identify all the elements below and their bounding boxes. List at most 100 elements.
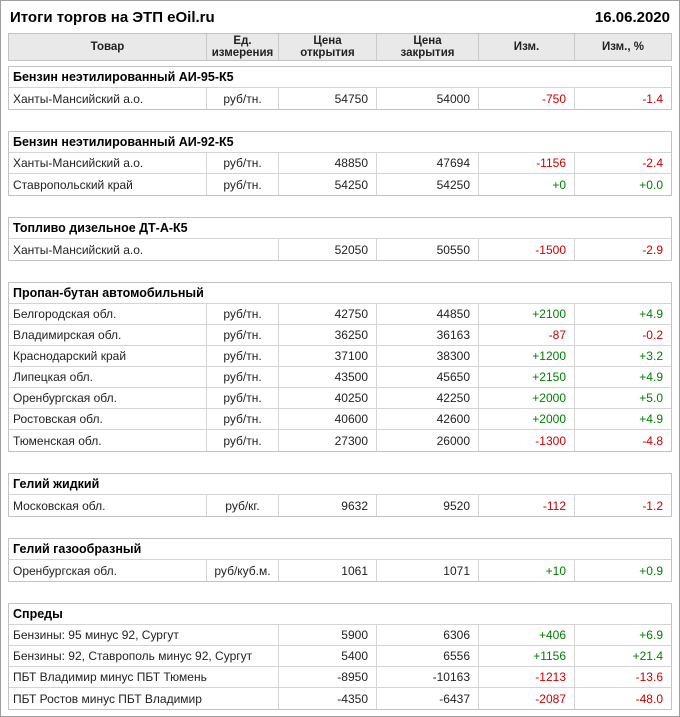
cell-open-price: 54250: [279, 174, 377, 195]
product-section: Пропан-бутан автомобильный Белгородская …: [8, 282, 672, 452]
product-section: Топливо дизельное ДТ-А-К5 Ханты-Мансийск…: [8, 217, 672, 261]
table-row: Ростовская обл. руб/тн. 40600 42600 +200…: [9, 409, 671, 430]
cell-open-price: 27300: [279, 430, 377, 451]
title-bar: Итоги торгов на ЭТП eOil.ru 16.06.2020: [8, 1, 672, 33]
cell-change-pct: +4.9: [639, 307, 663, 321]
cell-open-price: 37100: [279, 346, 377, 366]
product-section: Бензин неэтилированный АИ-95-К5 Ханты-Ма…: [8, 66, 672, 110]
cell-change-pct: +0.9: [639, 563, 663, 578]
cell-unit: руб/тн.: [207, 88, 279, 109]
table-row: Бензины: 92, Ставрополь минус 92, Сургут…: [9, 646, 671, 667]
table-row: Владимирская обл. руб/тн. 36250 36163 -8…: [9, 325, 671, 346]
cell-close-price: 1071: [377, 560, 479, 581]
cell-unit: руб/тн.: [207, 304, 279, 324]
cell-close-price: 42250: [377, 388, 479, 408]
cell-unit: руб/тн.: [207, 367, 279, 387]
cell-change: +2000: [479, 388, 575, 408]
cell-change-pct: +6.9: [639, 628, 663, 642]
section-title: Спреды: [9, 604, 671, 625]
cell-open-price: 42750: [279, 304, 377, 324]
section-rows: Бензины: 95 минус 92, Сургут 5900 6306 +…: [9, 625, 671, 709]
cell-close-price: 54250: [377, 174, 479, 195]
header-cell-open-price: Цена открытия: [279, 34, 377, 60]
cell-product: Московская обл.: [9, 495, 207, 516]
cell-product: Бензины: 92, Ставрополь минус 92, Сургут: [9, 646, 279, 666]
cell-open-price: 1061: [279, 560, 377, 581]
header-cell-unit: Ед. измерения: [207, 34, 279, 60]
cell-change-pct: +21.4: [632, 649, 663, 663]
cell-product: Липецкая обл.: [9, 367, 207, 387]
table-row: ПБТ Владимир минус ПБТ Тюмень -8950 -101…: [9, 667, 671, 688]
cell-open-price: 5400: [279, 646, 377, 666]
section-rows: Оренбургская обл. руб/куб.м. 1061 1071 +…: [9, 560, 671, 581]
cell-product: Бензины: 95 минус 92, Сургут: [9, 625, 279, 645]
table-header: Товар Ед. измерения Цена открытия Цена з…: [8, 33, 672, 61]
cell-change-pct: -13.6: [635, 670, 663, 684]
cell-product: Тюменская обл.: [9, 430, 207, 451]
cell-close-price: 6306: [377, 625, 479, 645]
section-rows: Ханты-Мансийский а.о. руб/тн. 54750 5400…: [9, 88, 671, 109]
cell-change: +1156: [479, 646, 575, 666]
table-row: Ханты-Мансийский а.о. руб/тн. 48850 4769…: [9, 153, 671, 174]
product-section: Бензин неэтилированный АИ-92-К5 Ханты-Ма…: [8, 131, 672, 196]
cell-close-price: -6437: [377, 688, 479, 709]
header-cell-change-pct: Изм., %: [601, 41, 644, 53]
cell-product: ПБТ Владимир минус ПБТ Тюмень: [9, 667, 279, 687]
cell-open-price: 9632: [279, 495, 377, 516]
cell-change: -1300: [479, 430, 575, 451]
cell-change-pct: -2.4: [642, 156, 663, 170]
section-title: Гелий жидкий: [9, 474, 671, 495]
table-row: Бензины: 95 минус 92, Сургут 5900 6306 +…: [9, 625, 671, 646]
cell-open-price: 43500: [279, 367, 377, 387]
table-row: ПБТ Ростов минус ПБТ Владимир -4350 -643…: [9, 688, 671, 709]
header-cell-close-price: Цена закрытия: [377, 34, 479, 60]
cell-change: -112: [479, 495, 575, 516]
cell-product: Оренбургская обл.: [9, 388, 207, 408]
cell-open-price: 40600: [279, 409, 377, 429]
product-section: Гелий газообразный Оренбургская обл. руб…: [8, 538, 672, 582]
table-row: Оренбургская обл. руб/тн. 40250 42250 +2…: [9, 388, 671, 409]
cell-change-pct: +0.0: [639, 177, 663, 192]
cell-close-price: 36163: [377, 325, 479, 345]
report-date: 16.06.2020: [594, 8, 670, 26]
cell-change-pct: +4.9: [639, 370, 663, 384]
cell-close-price: 42600: [377, 409, 479, 429]
cell-change: -1156: [479, 153, 575, 173]
cell-change-pct: -1.2: [642, 498, 663, 513]
cell-change: +1200: [479, 346, 575, 366]
table-row: Тюменская обл. руб/тн. 27300 26000 -1300…: [9, 430, 671, 451]
cell-change-pct: +5.0: [639, 391, 663, 405]
table-row: Московская обл. руб/кг. 9632 9520 -112 -…: [9, 495, 671, 516]
cell-open-price: 40250: [279, 388, 377, 408]
table-row: Краснодарский край руб/тн. 37100 38300 +…: [9, 346, 671, 367]
product-section: Спреды Бензины: 95 минус 92, Сургут 5900…: [8, 603, 672, 710]
cell-close-price: 26000: [377, 430, 479, 451]
cell-unit: руб/куб.м.: [207, 560, 279, 581]
cell-unit: руб/кг.: [207, 495, 279, 516]
cell-close-price: -10163: [377, 667, 479, 687]
cell-close-price: 50550: [377, 239, 479, 260]
section-title: Гелий газообразный: [9, 539, 671, 560]
cell-open-price: 48850: [279, 153, 377, 173]
section-rows: Ханты-Мансийский а.о. руб/тн. 48850 4769…: [9, 153, 671, 195]
page-title: Итоги торгов на ЭТП eOil.ru: [10, 8, 215, 26]
cell-change-pct: +4.9: [639, 412, 663, 426]
cell-product: Ханты-Мансийский а.о.: [9, 153, 207, 173]
cell-change-pct: -4.8: [642, 433, 663, 448]
cell-close-price: 44850: [377, 304, 479, 324]
cell-product: Владимирская обл.: [9, 325, 207, 345]
cell-open-price: 54750: [279, 88, 377, 109]
cell-close-price: 45650: [377, 367, 479, 387]
cell-open-price: 36250: [279, 325, 377, 345]
cell-unit: руб/тн.: [207, 388, 279, 408]
cell-close-price: 38300: [377, 346, 479, 366]
section-title: Бензин неэтилированный АИ-95-К5: [9, 67, 671, 88]
cell-product: Ставропольский край: [9, 174, 207, 195]
section-rows: Московская обл. руб/кг. 9632 9520 -112 -…: [9, 495, 671, 516]
table-row: Ставропольский край руб/тн. 54250 54250 …: [9, 174, 671, 195]
header-cell-change: Изм.: [479, 34, 575, 60]
cell-change-pct: -1.4: [642, 91, 663, 106]
cell-change: +2000: [479, 409, 575, 429]
cell-change: -87: [479, 325, 575, 345]
